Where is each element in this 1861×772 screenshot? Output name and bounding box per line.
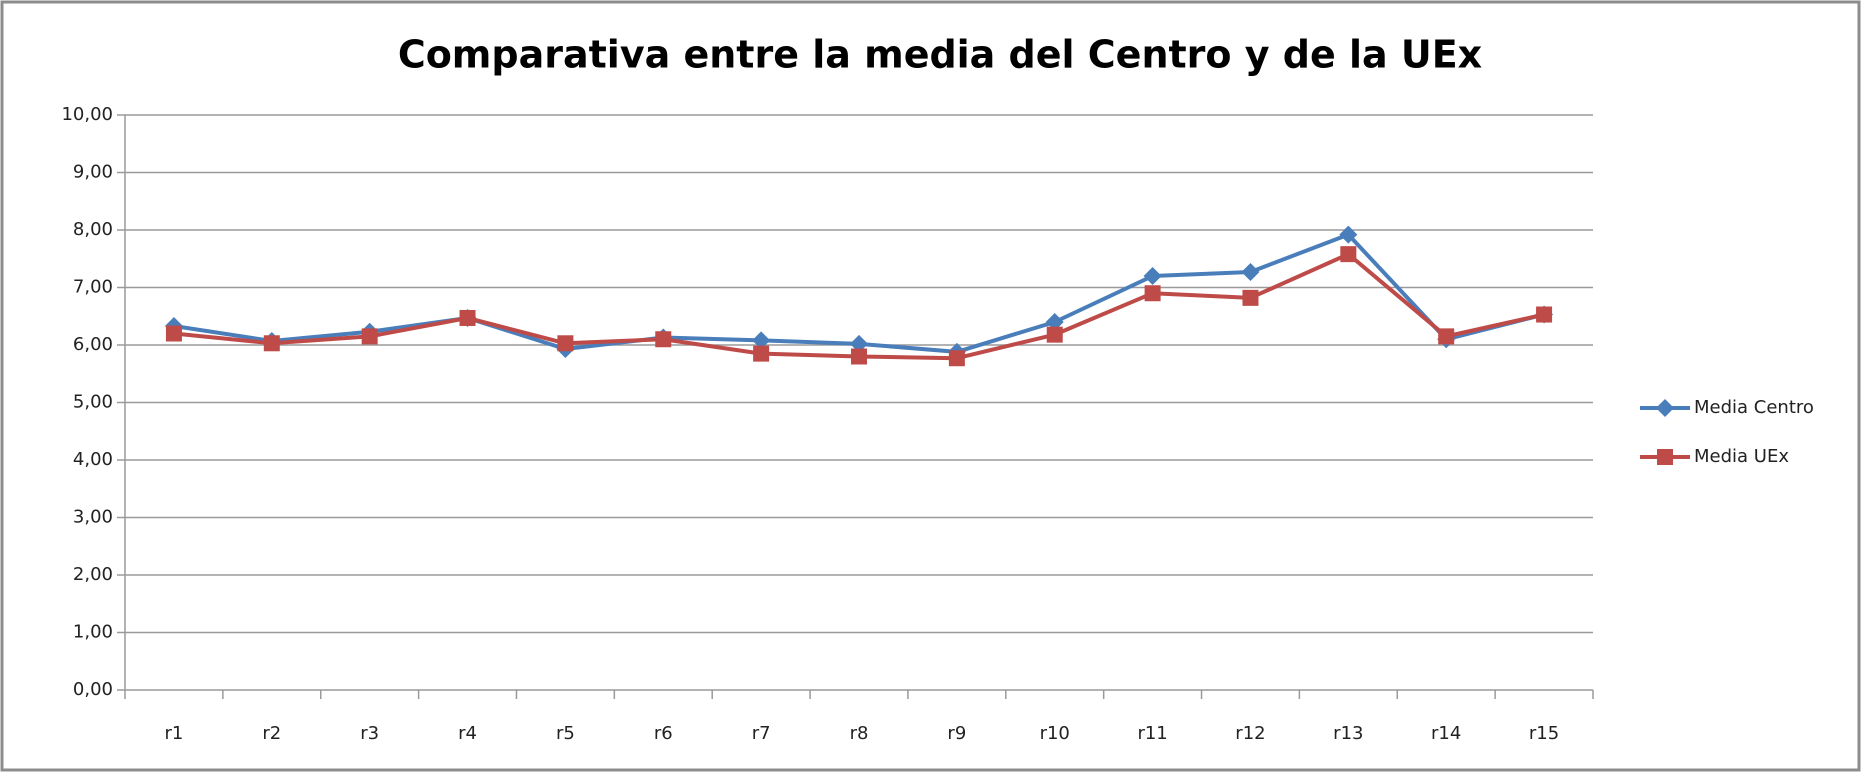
marker bbox=[850, 334, 868, 353]
marker bbox=[1657, 449, 1673, 465]
marker bbox=[1339, 225, 1358, 244]
x-tick-label: r13 bbox=[1333, 723, 1363, 744]
x-tick-label: r1 bbox=[165, 723, 184, 744]
x-tick-label: r7 bbox=[752, 723, 771, 744]
marker bbox=[1045, 313, 1064, 331]
marker bbox=[655, 331, 672, 348]
y-tick-label: 3,00 bbox=[73, 507, 113, 528]
marker bbox=[753, 345, 770, 362]
x-tick-label: r8 bbox=[850, 723, 869, 744]
x-tick-label: r6 bbox=[654, 723, 673, 744]
marker bbox=[1340, 246, 1357, 263]
y-tick-label: 1,00 bbox=[73, 622, 113, 643]
y-tick-label: 5,00 bbox=[73, 392, 113, 413]
x-tick-label: r3 bbox=[360, 723, 379, 744]
legend-label: Media UEx bbox=[1694, 446, 1789, 467]
marker bbox=[1144, 285, 1161, 302]
x-tick-label: r11 bbox=[1137, 723, 1167, 744]
marker bbox=[1536, 306, 1553, 323]
marker bbox=[851, 348, 867, 365]
x-tick-label: r4 bbox=[458, 723, 477, 744]
x-tick-label: r14 bbox=[1431, 723, 1461, 744]
marker bbox=[1438, 328, 1455, 345]
y-tick-label: 8,00 bbox=[73, 219, 113, 240]
marker bbox=[557, 335, 574, 352]
marker bbox=[1046, 326, 1063, 343]
x-tick-label: r5 bbox=[556, 723, 575, 744]
marker bbox=[459, 309, 476, 326]
y-tick-label: 9,00 bbox=[73, 162, 113, 183]
chart-title: Comparativa entre la media del Centro y … bbox=[398, 33, 1482, 77]
marker bbox=[1242, 289, 1259, 306]
y-tick-label: 7,00 bbox=[73, 277, 113, 298]
x-tick-label: r2 bbox=[262, 723, 281, 744]
x-tick-label: r10 bbox=[1040, 723, 1070, 744]
y-tick-label: 10,00 bbox=[61, 104, 113, 125]
marker bbox=[1241, 262, 1260, 281]
y-tick-label: 6,00 bbox=[73, 334, 113, 355]
marker bbox=[948, 350, 965, 367]
marker bbox=[165, 325, 182, 342]
marker bbox=[263, 335, 280, 352]
marker bbox=[361, 328, 378, 345]
legend-label: Media Centro bbox=[1694, 397, 1814, 418]
marker bbox=[752, 331, 771, 350]
x-tick-label: r15 bbox=[1529, 723, 1559, 744]
x-tick-label: r9 bbox=[947, 723, 966, 744]
y-tick-label: 4,00 bbox=[73, 449, 113, 470]
y-tick-label: 2,00 bbox=[73, 564, 113, 585]
marker bbox=[1143, 267, 1162, 285]
y-tick-label: 0,00 bbox=[73, 679, 113, 700]
marker bbox=[1656, 399, 1674, 417]
x-tick-label: r12 bbox=[1235, 723, 1265, 744]
